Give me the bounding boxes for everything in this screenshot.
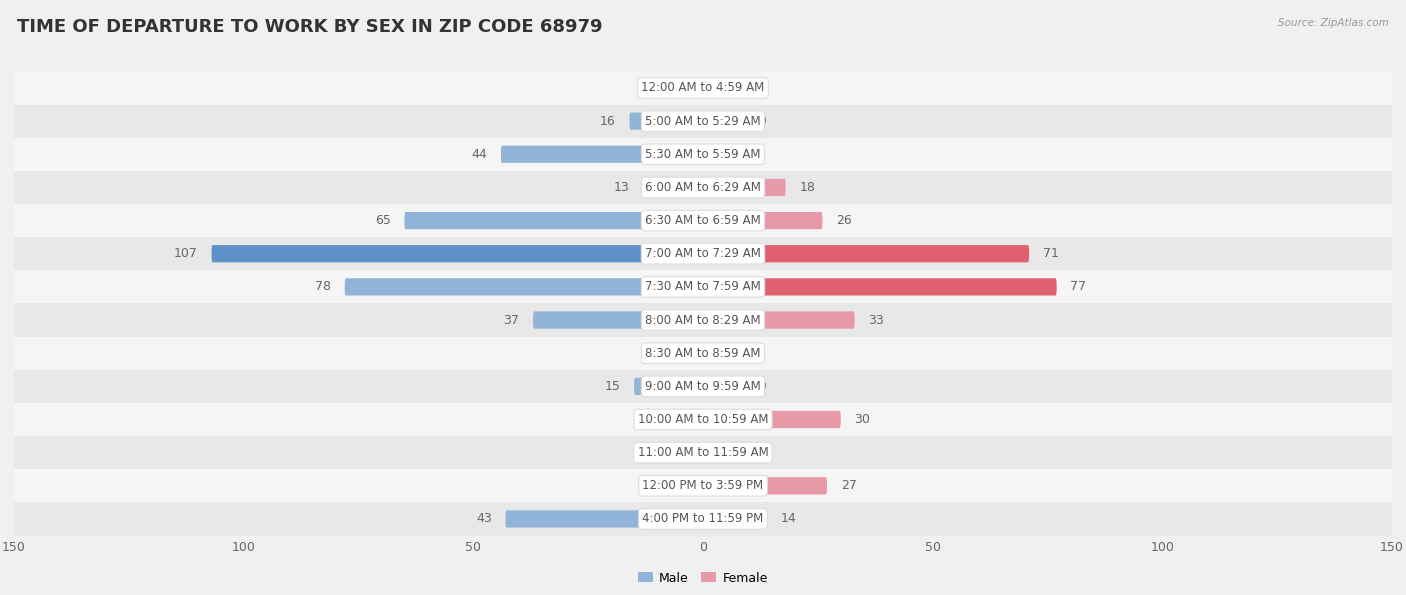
FancyBboxPatch shape (211, 245, 703, 262)
FancyBboxPatch shape (703, 411, 841, 428)
Text: 12:00 AM to 4:59 AM: 12:00 AM to 4:59 AM (641, 82, 765, 95)
Text: TIME OF DEPARTURE TO WORK BY SEX IN ZIP CODE 68979: TIME OF DEPARTURE TO WORK BY SEX IN ZIP … (17, 18, 602, 36)
FancyBboxPatch shape (662, 477, 703, 494)
Text: 9:00 AM to 9:59 AM: 9:00 AM to 9:59 AM (645, 380, 761, 393)
Text: 7:30 AM to 7:59 AM: 7:30 AM to 7:59 AM (645, 280, 761, 293)
FancyBboxPatch shape (703, 311, 855, 328)
Text: 12:00 PM to 3:59 PM: 12:00 PM to 3:59 PM (643, 480, 763, 492)
Text: 33: 33 (869, 314, 884, 327)
Text: 77: 77 (1070, 280, 1087, 293)
FancyBboxPatch shape (501, 146, 703, 163)
Text: 8:30 AM to 8:59 AM: 8:30 AM to 8:59 AM (645, 347, 761, 359)
Text: 9: 9 (758, 380, 766, 393)
FancyBboxPatch shape (703, 179, 786, 196)
Text: 14: 14 (782, 512, 797, 525)
Bar (14, 137, 1392, 171)
Text: 13: 13 (614, 181, 630, 194)
FancyBboxPatch shape (703, 212, 823, 229)
Text: Source: ZipAtlas.com: Source: ZipAtlas.com (1278, 18, 1389, 28)
Text: 30: 30 (855, 413, 870, 426)
Text: 0: 0 (717, 446, 724, 459)
Bar (14, 337, 1392, 369)
Bar (14, 403, 1392, 436)
Text: 16: 16 (600, 115, 616, 127)
FancyBboxPatch shape (703, 112, 744, 130)
Text: 65: 65 (375, 214, 391, 227)
Text: 37: 37 (503, 314, 519, 327)
Bar (14, 204, 1392, 237)
Text: 0: 0 (682, 446, 689, 459)
FancyBboxPatch shape (703, 79, 740, 96)
Text: 8: 8 (754, 82, 762, 95)
Bar (14, 436, 1392, 469)
Bar (14, 237, 1392, 270)
Bar (14, 171, 1392, 204)
Text: 44: 44 (471, 148, 486, 161)
Text: 5:00 AM to 5:29 AM: 5:00 AM to 5:29 AM (645, 115, 761, 127)
Text: 5:30 AM to 5:59 AM: 5:30 AM to 5:59 AM (645, 148, 761, 161)
Legend: Male, Female: Male, Female (633, 566, 773, 590)
FancyBboxPatch shape (703, 477, 827, 494)
Text: 27: 27 (841, 480, 856, 492)
Text: 0: 0 (717, 148, 724, 161)
Text: 11:00 AM to 11:59 AM: 11:00 AM to 11:59 AM (638, 446, 768, 459)
Text: 7:00 AM to 7:29 AM: 7:00 AM to 7:29 AM (645, 248, 761, 260)
Bar (14, 71, 1392, 105)
Text: 8: 8 (754, 347, 762, 359)
Text: 107: 107 (174, 248, 198, 260)
Bar (14, 469, 1392, 502)
Bar (14, 270, 1392, 303)
Text: 43: 43 (477, 512, 492, 525)
Text: 71: 71 (1043, 248, 1059, 260)
Text: 9: 9 (640, 480, 648, 492)
Text: 9: 9 (758, 115, 766, 127)
FancyBboxPatch shape (685, 411, 703, 428)
FancyBboxPatch shape (703, 245, 1029, 262)
FancyBboxPatch shape (644, 179, 703, 196)
FancyBboxPatch shape (703, 345, 740, 362)
Bar (14, 369, 1392, 403)
Text: 0: 0 (682, 347, 689, 359)
Text: 26: 26 (837, 214, 852, 227)
Text: 15: 15 (605, 380, 620, 393)
FancyBboxPatch shape (630, 112, 703, 130)
FancyBboxPatch shape (671, 79, 703, 96)
Text: 8:00 AM to 8:29 AM: 8:00 AM to 8:29 AM (645, 314, 761, 327)
Text: 6:00 AM to 6:29 AM: 6:00 AM to 6:29 AM (645, 181, 761, 194)
Text: 4:00 PM to 11:59 PM: 4:00 PM to 11:59 PM (643, 512, 763, 525)
FancyBboxPatch shape (344, 278, 703, 296)
FancyBboxPatch shape (634, 378, 703, 395)
Text: 10:00 AM to 10:59 AM: 10:00 AM to 10:59 AM (638, 413, 768, 426)
FancyBboxPatch shape (703, 278, 1057, 296)
Bar (14, 502, 1392, 536)
FancyBboxPatch shape (703, 511, 768, 528)
Bar (14, 303, 1392, 337)
FancyBboxPatch shape (405, 212, 703, 229)
FancyBboxPatch shape (506, 511, 703, 528)
Text: 78: 78 (315, 280, 330, 293)
Text: 6:30 AM to 6:59 AM: 6:30 AM to 6:59 AM (645, 214, 761, 227)
FancyBboxPatch shape (533, 311, 703, 328)
Bar (14, 105, 1392, 137)
Text: 7: 7 (650, 82, 657, 95)
Text: 4: 4 (664, 413, 671, 426)
FancyBboxPatch shape (703, 378, 744, 395)
Text: 18: 18 (800, 181, 815, 194)
